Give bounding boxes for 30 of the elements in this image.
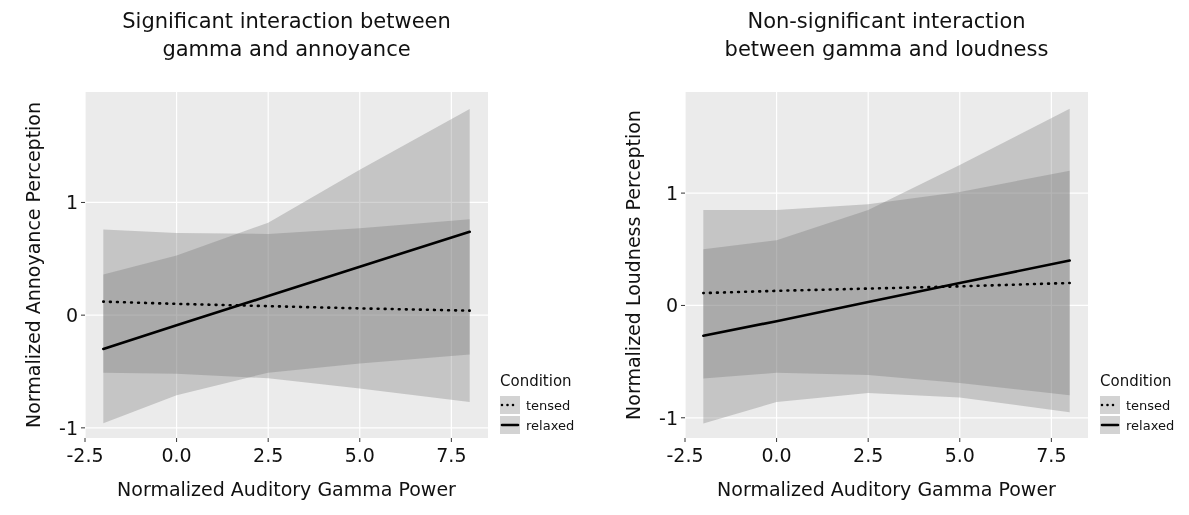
y-tick-label: 0 xyxy=(65,304,78,327)
x-tick-label: -2.5 xyxy=(66,444,104,466)
y-tick-label: 0 xyxy=(665,294,678,317)
x-tick-label: 2.5 xyxy=(853,444,884,466)
y-tick-label: -1 xyxy=(59,416,78,439)
x-tick-label: 0.0 xyxy=(161,444,192,466)
x-tick-label: 2.5 xyxy=(253,444,284,466)
x-tick-label: 0.0 xyxy=(761,444,792,466)
y-tick-label: 1 xyxy=(665,182,678,205)
legend-label: tensed xyxy=(526,398,571,413)
x-tick-label: -2.5 xyxy=(666,444,704,466)
line-series xyxy=(702,259,1071,338)
x-tick-label: 7.5 xyxy=(1036,444,1067,466)
chart-title: Non-significant interaction between gamma and loudness xyxy=(724,9,1049,61)
y-axis-title: Normalized Annoyance Perception xyxy=(22,101,44,429)
line-series xyxy=(102,230,471,351)
y-axis-title: Normalized Loudness Perception xyxy=(622,110,644,420)
x-axis-title: Normalized Auditory Gamma Power xyxy=(117,478,457,500)
x-tick-label: 5.0 xyxy=(344,444,375,466)
legend-label: relaxed xyxy=(526,418,575,433)
chart-title: Significant interaction between gamma and annoyance xyxy=(122,9,451,61)
legend-title: Condition xyxy=(500,372,572,390)
x-tick-label: 7.5 xyxy=(436,444,467,466)
legend-title: Condition xyxy=(1100,372,1172,390)
legend-label: relaxed xyxy=(1126,418,1175,433)
x-axis-title: Normalized Auditory Gamma Power xyxy=(717,478,1057,500)
x-tick-label: 5.0 xyxy=(944,444,975,466)
legend-label: tensed xyxy=(1126,398,1171,413)
y-tick-label: -1 xyxy=(659,406,678,429)
y-tick-label: 1 xyxy=(65,191,78,214)
